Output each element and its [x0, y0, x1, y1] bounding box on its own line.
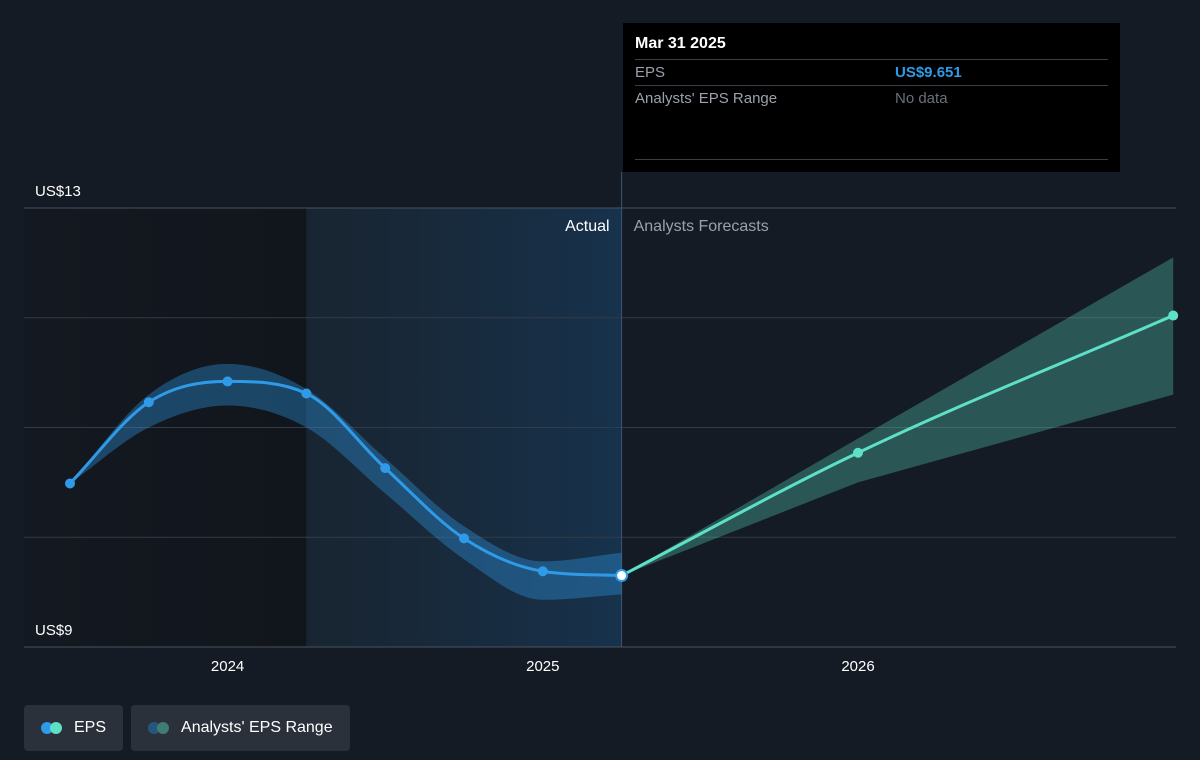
eps-point	[1168, 310, 1179, 321]
tooltip-range-label: Analysts' EPS Range	[635, 90, 778, 107]
eps-legend-icon	[41, 722, 65, 734]
x-tick-label: 2024	[211, 658, 244, 675]
y-axis-top-label: US$13	[35, 183, 81, 200]
eps-point	[222, 376, 233, 387]
eps-point-selected	[615, 569, 629, 583]
legend-eps-label: EPS	[74, 719, 107, 736]
eps-point	[459, 533, 469, 544]
legend-item-eps[interactable]: EPS	[24, 705, 124, 751]
y-axis-bottom-label: US$9	[35, 622, 73, 639]
eps-point	[853, 447, 863, 458]
tooltip-divider	[635, 159, 1108, 160]
tooltip-row-eps: EPS US$9.651	[635, 59, 1108, 85]
eps-point	[380, 463, 391, 474]
tooltip-row-range: Analysts' EPS Range No data	[635, 85, 1108, 111]
region-label-forecast: Analysts Forecasts	[634, 218, 769, 235]
tooltip-date: Mar 31 2025	[635, 35, 726, 52]
legend-item-range[interactable]: Analysts' EPS Range	[131, 705, 350, 751]
range-legend-icon	[148, 722, 172, 734]
eps-range-forecast	[621, 257, 1174, 576]
region-label-actual: Actual	[565, 218, 609, 235]
eps-point	[65, 478, 75, 489]
tooltip-eps-value: US$9.651	[895, 64, 962, 81]
eps-point	[301, 388, 312, 399]
x-tick-label: 2025	[526, 658, 559, 675]
tooltip: Mar 31 2025 EPS US$9.651 Analysts' EPS R…	[623, 23, 1120, 172]
eps-point	[143, 397, 154, 408]
x-tick-label: 2026	[841, 658, 874, 675]
eps-point	[537, 566, 548, 577]
legend-range-label: Analysts' EPS Range	[181, 719, 333, 736]
eps-range-actual	[70, 363, 622, 600]
legend: EPS Analysts' EPS Range	[24, 705, 350, 751]
tooltip-eps-label: EPS	[635, 64, 666, 81]
tooltip-range-value: No data	[895, 90, 948, 107]
